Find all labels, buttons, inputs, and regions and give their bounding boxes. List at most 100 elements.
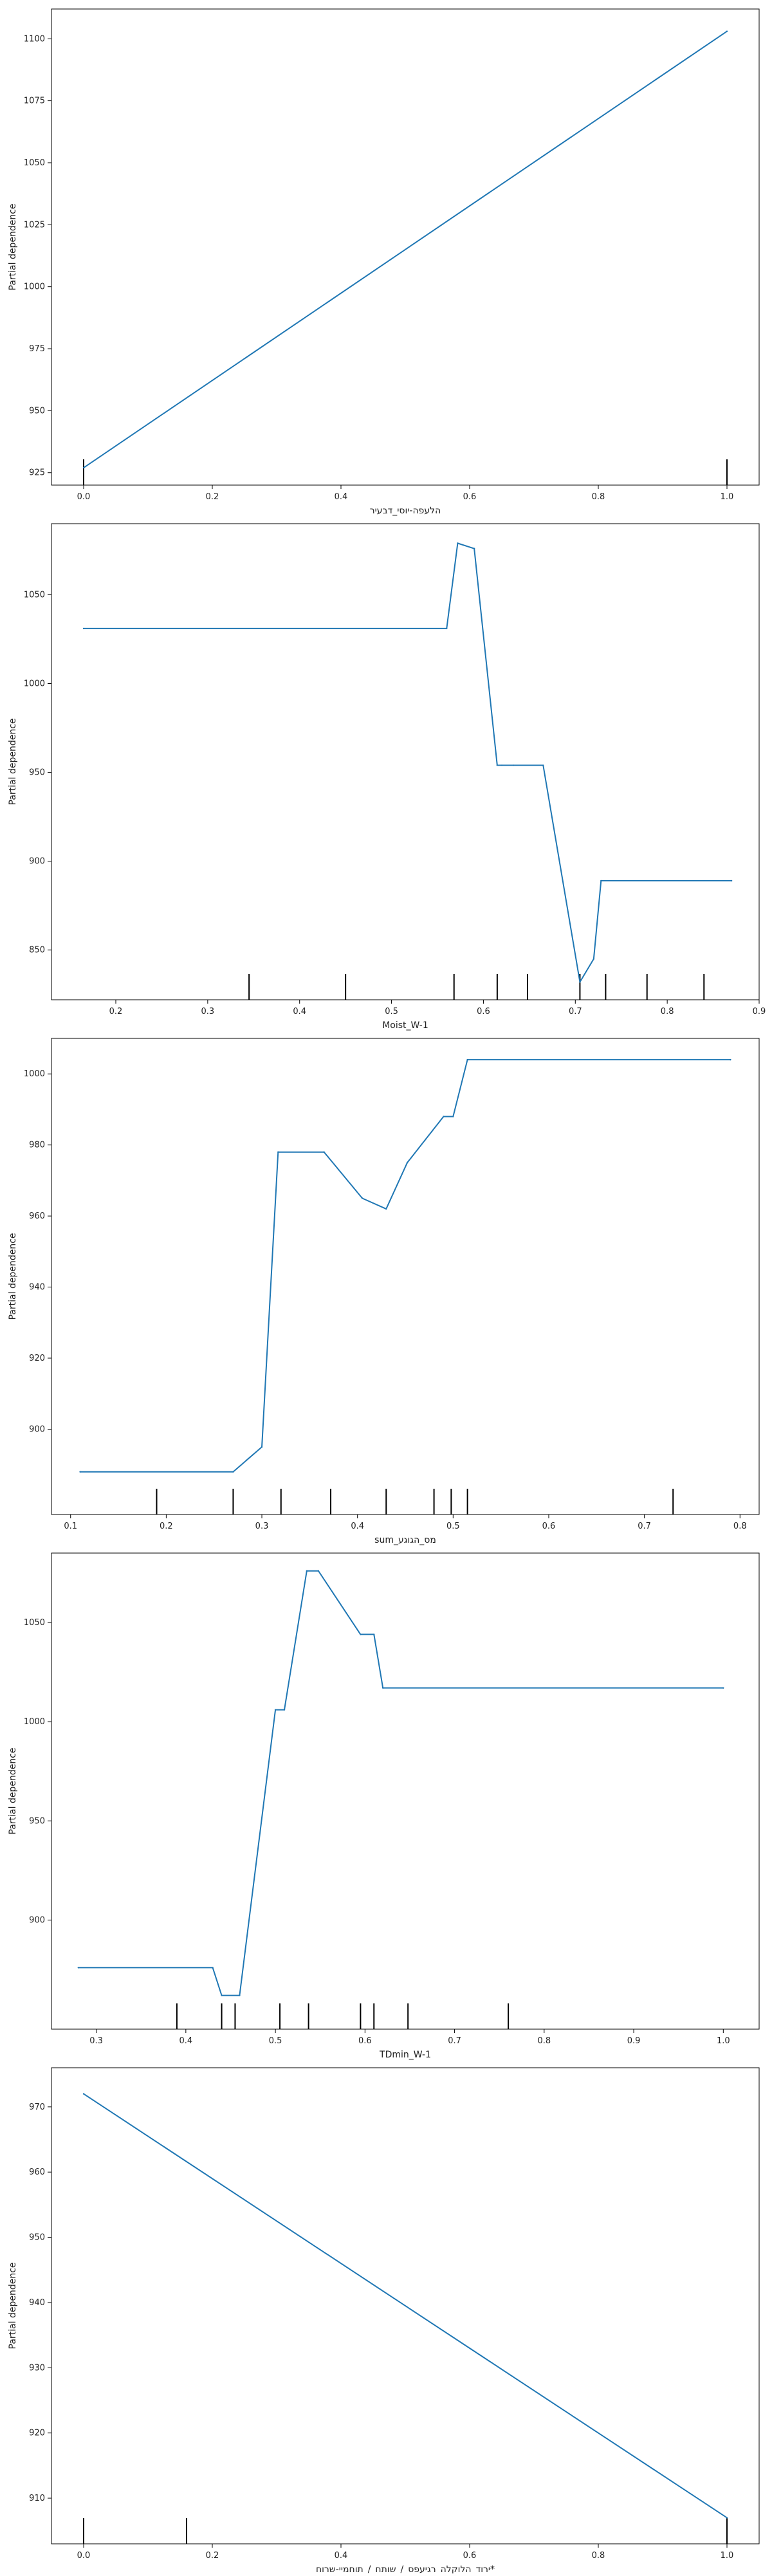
data-point xyxy=(323,1151,325,1153)
partial-dependence-line xyxy=(78,1570,724,1996)
y-tick-label: 940 xyxy=(29,2298,45,2308)
y-tick-label: 1000 xyxy=(24,1717,45,1727)
data-point xyxy=(77,1967,79,1969)
plot-frame xyxy=(51,1038,760,1515)
y-tick-label: 900 xyxy=(29,1915,45,1925)
y-tick-label: 1050 xyxy=(24,1618,45,1628)
partial-dependence-line xyxy=(83,30,728,468)
y-tick-label: 925 xyxy=(29,468,45,478)
data-point xyxy=(360,1633,362,1635)
y-tick-label: 1075 xyxy=(24,97,45,106)
data-point xyxy=(274,1709,277,1711)
x-tick-label: 0.9 xyxy=(753,1007,766,1017)
data-point xyxy=(79,1471,81,1473)
x-tick-label: 0.2 xyxy=(109,1007,123,1017)
data-point xyxy=(406,1162,409,1164)
data-point xyxy=(466,1058,468,1061)
y-tick-label: 1000 xyxy=(24,282,45,292)
chart-panel-2: 0.2 0.3 0.4 0.5 0.6 0.7 0.8 0.9 850 900 950 1000 105… xyxy=(8,523,766,1031)
y-tick-label: 900 xyxy=(29,1424,45,1434)
plot-frame xyxy=(51,2067,760,2544)
plot-frame xyxy=(51,1552,760,2030)
data-point xyxy=(82,2093,85,2095)
x-tick-label: 0.1 xyxy=(64,1522,77,1531)
x-axis-label: TDmin_W-1 xyxy=(379,2050,431,2060)
x-tick-label: 0.5 xyxy=(269,2036,282,2046)
x-tick-label: 0.6 xyxy=(463,492,477,502)
x-tick-label: 0.6 xyxy=(477,1007,490,1017)
x-tick-label: 0.4 xyxy=(335,2551,348,2561)
data-point xyxy=(443,1116,445,1118)
y-tick-label: 920 xyxy=(29,2429,45,2438)
y-axis-label: Partial dependence xyxy=(8,1233,18,1320)
partial-dependence-line xyxy=(84,542,732,983)
y-tick-label: 1100 xyxy=(24,34,45,44)
y-tick-label: 920 xyxy=(29,1354,45,1363)
chart-panel-1: 0.0 0.2 0.4 0.6 0.8 1.0 925 950 975 1000 1025 1050 1… xyxy=(8,8,760,516)
x-tick-label: 0.7 xyxy=(638,1522,651,1531)
x-axis-label: מס_הגוגע_sum xyxy=(374,1535,436,1545)
chart-panel-3: 0.1 0.2 0.3 0.4 0.5 0.6 0.7 0.8 900 920 940 960 980 1… xyxy=(8,1038,760,1545)
data-point xyxy=(722,1687,724,1689)
x-tick-label: 0.8 xyxy=(592,492,605,502)
y-axis-label: Partial dependence xyxy=(8,203,18,290)
plot-frame xyxy=(51,8,760,486)
data-point xyxy=(496,764,499,766)
x-tick-label: 0.4 xyxy=(293,1007,306,1017)
y-tick-label: 950 xyxy=(29,1816,45,1826)
y-tick-label: 950 xyxy=(29,768,45,778)
y-tick-label: 980 xyxy=(29,1141,45,1150)
y-tick-label: 950 xyxy=(29,2233,45,2243)
y-tick-label: 1050 xyxy=(24,158,45,168)
x-tick-label: 0.6 xyxy=(463,2551,477,2561)
y-tick-label: 940 xyxy=(29,1283,45,1293)
chart-panel-4: 0.3 0.4 0.5 0.6 0.7 0.8 0.9 1.0 900 950 1000 1050 TD… xyxy=(8,1552,760,2060)
data-point xyxy=(82,466,85,469)
plot-frame xyxy=(51,523,760,1000)
x-tick-label: 0.5 xyxy=(446,1522,460,1531)
x-tick-label: 0.8 xyxy=(733,1522,747,1531)
y-tick-label: 1025 xyxy=(24,220,45,230)
x-tick-label: 0.6 xyxy=(542,1522,556,1531)
x-tick-label: 0.3 xyxy=(201,1007,215,1017)
x-tick-label: 0.6 xyxy=(358,2036,372,2046)
y-tick-label: 900 xyxy=(29,857,45,867)
data-point xyxy=(82,627,85,630)
x-tick-label: 0.4 xyxy=(351,1522,364,1531)
data-point xyxy=(726,2517,728,2519)
x-tick-label: 0.4 xyxy=(335,492,348,502)
x-tick-label: 0.2 xyxy=(206,2551,219,2561)
data-point xyxy=(542,764,544,766)
x-tick-label: 1.0 xyxy=(721,2551,734,2561)
y-tick-label: 930 xyxy=(29,2363,45,2373)
y-tick-label: 910 xyxy=(29,2494,45,2503)
x-tick-label: 0.3 xyxy=(255,1522,269,1531)
y-tick-label: 1050 xyxy=(24,590,45,600)
data-point xyxy=(277,1151,279,1153)
y-tick-label: 960 xyxy=(29,1211,45,1221)
data-point xyxy=(306,1570,308,1572)
chart-panel-5: 0.0 0.2 0.4 0.6 0.8 1.0 910 920 930 940 950 960 970 *… xyxy=(8,2067,760,2575)
partial-dependence-line xyxy=(83,2093,728,2519)
x-tick-label: 0.7 xyxy=(448,2036,461,2046)
y-tick-label: 1000 xyxy=(24,679,45,689)
y-axis-label: Partial dependence xyxy=(8,2262,18,2349)
x-axis-label: Moist_W-1 xyxy=(382,1020,428,1031)
x-axis-label: הלעפה-יוסי_דבעיר xyxy=(370,506,441,516)
x-tick-label: 0.8 xyxy=(661,1007,674,1017)
y-axis-label: Partial dependence xyxy=(8,718,18,805)
data-point xyxy=(261,1446,263,1448)
y-tick-label: 850 xyxy=(29,946,45,955)
x-tick-label: 0.3 xyxy=(89,2036,103,2046)
data-point xyxy=(600,879,602,882)
x-tick-label: 1.0 xyxy=(717,2036,730,2046)
x-tick-label: 1.0 xyxy=(721,492,734,502)
data-point xyxy=(452,1116,454,1118)
data-point xyxy=(501,764,503,766)
y-tick-label: 1000 xyxy=(24,1069,45,1079)
y-tick-label: 950 xyxy=(29,406,45,416)
data-point xyxy=(373,1633,375,1635)
data-point xyxy=(283,1709,286,1711)
